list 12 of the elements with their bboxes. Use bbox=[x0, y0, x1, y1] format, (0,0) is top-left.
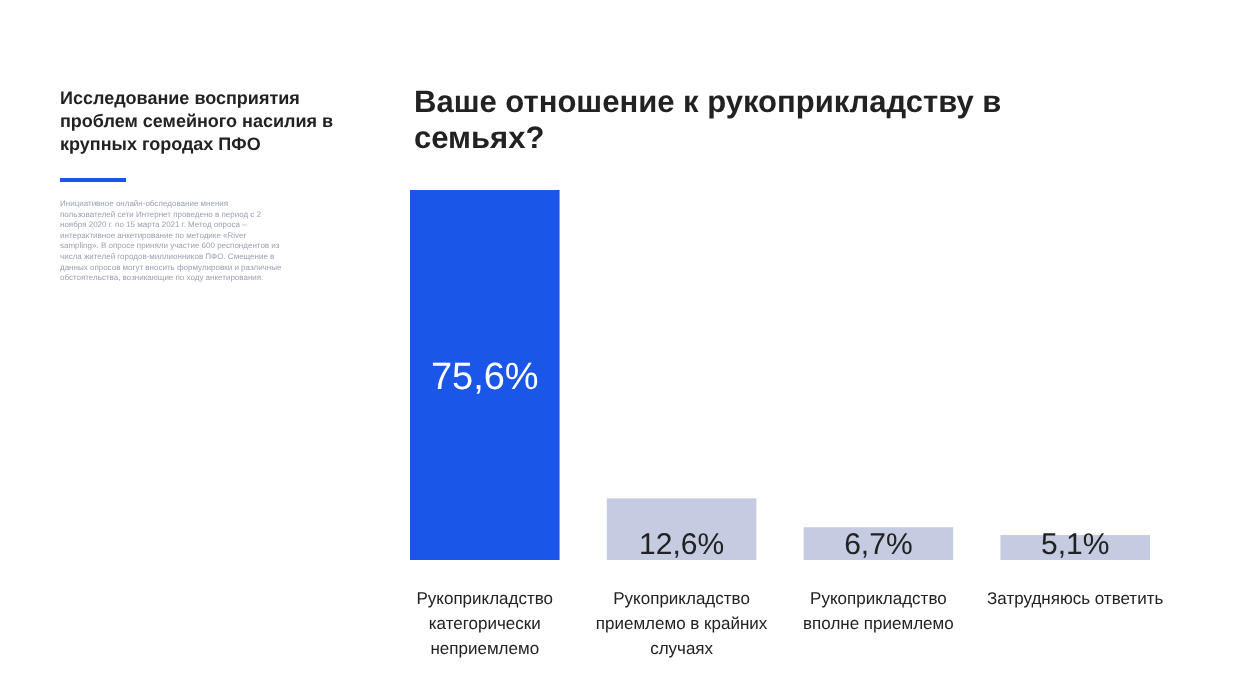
x-tick-label: Рукоприкладство приемлемо в крайних случаях bbox=[595, 588, 769, 658]
data-label: 5,1% bbox=[1041, 528, 1110, 562]
x-tick-label: Рукоприкладство вполне приемлемо bbox=[803, 588, 955, 633]
x-tick-label: Затрудняюсь ответить bbox=[987, 588, 1165, 608]
data-label: 6,7% bbox=[844, 528, 913, 562]
bar bbox=[410, 190, 560, 560]
data-label: 12,6% bbox=[639, 528, 725, 562]
text: Исследование восприятия проблем семейного насилия в крупных городах ПФО bbox=[60, 88, 335, 154]
x-tick-label: Рукоприкладство категорически неприемлемо bbox=[416, 588, 554, 658]
data-label: 75,6% bbox=[430, 357, 539, 399]
chart-title: Ваше отношение к рукоприкладству в семьях? bbox=[414, 86, 1002, 156]
bar bbox=[606, 498, 757, 560]
